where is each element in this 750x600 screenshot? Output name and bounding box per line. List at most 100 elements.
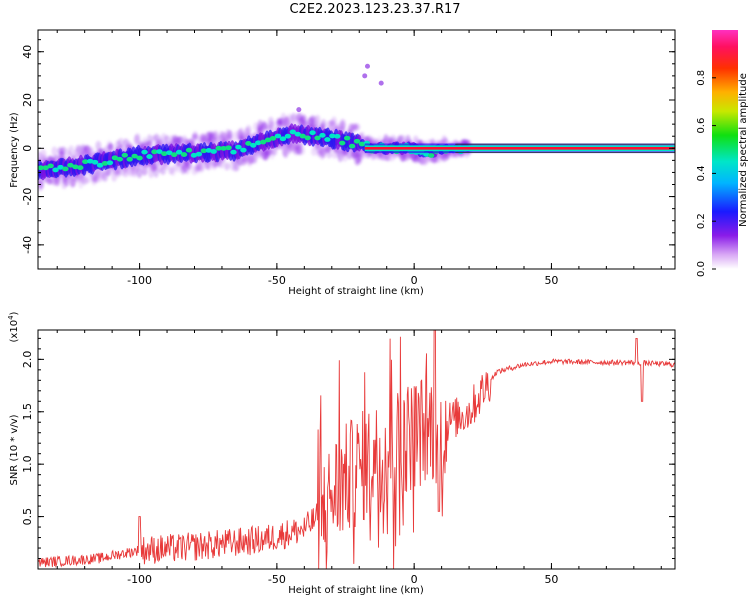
heat-cell <box>190 152 198 158</box>
heat-cell <box>334 133 341 139</box>
heat-cell <box>274 133 282 139</box>
heat-cell <box>68 145 75 156</box>
heat-cell <box>136 155 143 161</box>
heat-cell <box>319 132 326 138</box>
heat-cell <box>339 119 346 131</box>
heat-outlier <box>362 73 368 79</box>
heat-cell <box>40 149 47 159</box>
y-tick-label: 0 <box>21 145 34 152</box>
heat-cell <box>38 165 44 171</box>
heat-cell <box>134 133 141 145</box>
heat-cell <box>156 149 163 154</box>
heat-cell <box>107 143 114 153</box>
colorbar: 0.0 0.2 0.4 0.6 0.8 Normalized spectral ampl… <box>696 30 749 277</box>
x-tick-label: -100 <box>127 573 152 586</box>
y-tick-label: 1.0 <box>21 455 34 473</box>
heat-cell <box>199 160 206 172</box>
snr-multiplier-label: (x104) <box>7 311 20 342</box>
heat-cell <box>235 144 242 150</box>
heat-cell <box>314 135 321 141</box>
x-tick-label: 0 <box>411 573 418 586</box>
heat-cell <box>423 151 430 157</box>
heat-cell <box>151 149 158 155</box>
heat-cell <box>220 145 227 151</box>
x-tick-label: 50 <box>544 274 558 287</box>
heat-cell <box>355 158 362 165</box>
heat-cell <box>163 163 170 171</box>
heat-cell <box>210 149 217 154</box>
heat-cell <box>161 151 168 157</box>
y-tick-label: 20 <box>21 93 34 107</box>
heat-cell <box>77 165 84 171</box>
heat-cell <box>191 133 198 140</box>
heat-cell <box>116 156 124 162</box>
heat-cell <box>200 148 208 154</box>
heat-cell <box>358 141 366 147</box>
heat-cell <box>215 145 222 151</box>
colorbar-tick-label: 0.2 <box>696 213 707 229</box>
heat-cell <box>255 140 262 146</box>
heat-cell <box>298 145 305 156</box>
snr-series <box>38 330 675 569</box>
heat-cell <box>86 158 94 164</box>
heat-cell <box>348 143 356 149</box>
heat-cell <box>284 133 292 139</box>
heat-cell <box>314 114 321 125</box>
heat-cell <box>353 123 360 131</box>
chart-title: C2E2.2023.123.23.37.R17 <box>289 2 461 17</box>
spectrogram-frame <box>37 29 676 270</box>
heat-cell <box>224 162 231 171</box>
snr-x-axis-label: Height of straight line (km) <box>288 585 424 596</box>
heat-cell <box>195 151 203 157</box>
heat-cell <box>111 155 119 161</box>
spectrogram-x-axis-label: Height of straight line (km) <box>288 286 424 297</box>
heat-cell <box>212 129 219 140</box>
heat-cell <box>42 165 49 171</box>
x-tick-label: 0 <box>411 274 418 287</box>
heat-cell <box>240 147 247 153</box>
spectrogram-panel: -100 -50 0 50 -40 -20 0 20 40 Height of straight… <box>9 29 676 297</box>
x-tick-label: 50 <box>544 573 558 586</box>
heat-cell <box>259 139 267 145</box>
heat-cell <box>101 160 109 166</box>
heat-cell <box>427 153 435 158</box>
heat-cell <box>359 150 366 160</box>
heat-cell <box>72 164 79 170</box>
heat-cell <box>163 135 170 144</box>
heat-cell <box>245 125 252 134</box>
heat-cell <box>51 146 58 157</box>
heat-cell <box>126 156 133 162</box>
heat-cell <box>175 149 183 155</box>
y-tick-label: 0.5 <box>21 508 34 526</box>
snr-y-axis-label: SNR (10 * v/v) <box>9 414 20 485</box>
x-tick-label: -100 <box>127 274 152 287</box>
heat-cell <box>145 140 152 148</box>
y-tick-label: 40 <box>21 45 34 59</box>
heat-cell <box>279 136 287 142</box>
heat-cell <box>88 146 95 153</box>
heat-cell <box>289 129 296 135</box>
spectrogram-heatmap <box>38 63 675 192</box>
heat-cell <box>62 166 69 172</box>
x-tick-label: -50 <box>268 573 286 586</box>
heat-cell <box>141 149 148 155</box>
heat-cell <box>250 142 257 148</box>
snr-ticks: -100 -50 0 50 0.5 1.0 1.5 2.0 <box>21 330 675 586</box>
y-tick-label: -40 <box>21 236 34 254</box>
colorbar-label: Normalized spectral amplitude <box>738 73 749 227</box>
heat-cell <box>170 152 178 158</box>
heat-cell <box>205 148 212 153</box>
heat-cell <box>185 147 193 153</box>
spectrogram-y-axis-label: Frequency (Hz) <box>9 112 20 188</box>
heat-cell <box>95 140 102 152</box>
heat-cell <box>54 176 61 187</box>
heat-cell <box>121 152 128 158</box>
heat-cell <box>131 153 138 159</box>
heat-cell <box>304 135 311 141</box>
heat-cell <box>353 138 361 144</box>
heat-cell <box>230 149 237 155</box>
heat-cell <box>264 137 272 143</box>
heat-cell <box>225 145 232 151</box>
snr-frame <box>37 329 676 570</box>
